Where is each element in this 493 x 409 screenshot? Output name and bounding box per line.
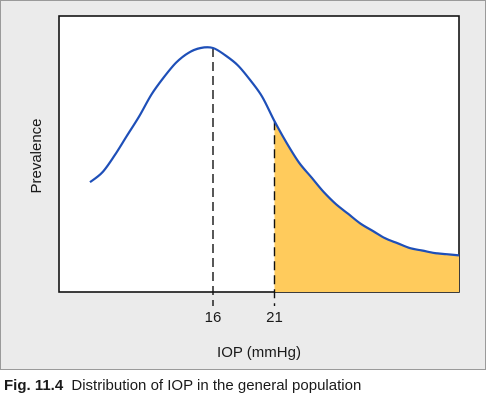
x-tick-label-16: 16 [205, 309, 222, 326]
distribution-curve [89, 46, 460, 257]
caption-figure-number: Fig. 11.4 [4, 377, 64, 394]
caption-text: Distribution of IOP in the general popul… [71, 377, 362, 394]
x-axis-label: IOP (mmHg) [217, 344, 301, 361]
x-tick-label-21: 21 [266, 309, 283, 326]
y-axis-label: Prevalence [28, 118, 45, 193]
figure-caption: Fig. 11.4 Distribution of IOP in the gen… [4, 377, 490, 394]
